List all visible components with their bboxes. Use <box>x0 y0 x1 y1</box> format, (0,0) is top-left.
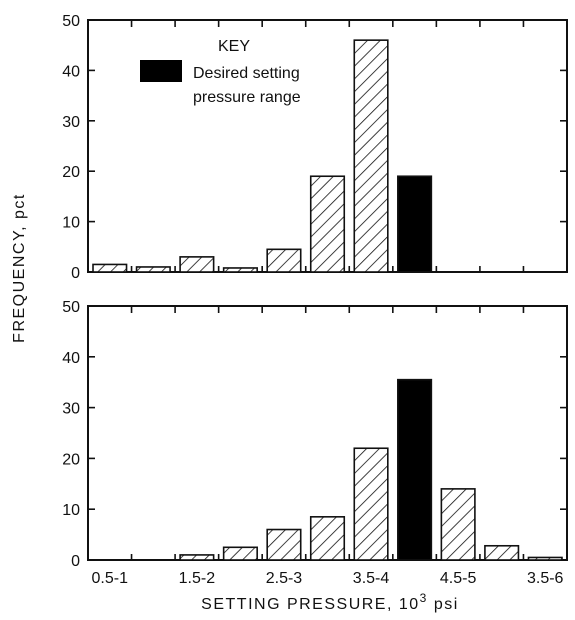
y-tick-label: 20 <box>62 451 80 468</box>
legend: KEY Desired setting pressure range <box>140 38 301 106</box>
bar <box>179 256 215 273</box>
x-axis-title-unit: psi <box>434 596 459 613</box>
y-tick-label: 0 <box>71 553 80 570</box>
x-tick-label: 4.5-5 <box>440 570 477 587</box>
bar <box>440 488 476 561</box>
bar <box>527 556 563 561</box>
x-tick-label: 0.5-1 <box>92 570 129 587</box>
bottom-panel: 0 10 20 30 40 50 <box>62 299 568 570</box>
bar <box>222 546 258 561</box>
x-tick-labels: 0.5-1 1.5-2 2.5-3 3.5-4 4.5-5 3.5-6 <box>92 570 564 587</box>
bar <box>135 266 171 273</box>
x-axis-title-sup: 3 <box>420 591 428 605</box>
x-axis-title: SETTING PRESSURE, 103 psi <box>201 591 459 613</box>
bar <box>484 544 520 561</box>
x-tick-label: 1.5-2 <box>179 570 216 587</box>
bar-desired-range <box>397 175 433 273</box>
x-tick-label: 3.5-6 <box>527 570 564 587</box>
y-tick-label: 40 <box>62 350 80 367</box>
bar <box>353 447 389 561</box>
legend-swatch-desired <box>140 60 182 82</box>
x-tick-label: 3.5-4 <box>353 570 390 587</box>
bar <box>92 263 128 273</box>
bar <box>266 528 302 561</box>
bar <box>309 516 346 561</box>
y-axis-title: FREQUENCY, pct <box>11 193 28 343</box>
bar <box>309 175 346 273</box>
y-tick-label: 10 <box>62 502 80 519</box>
bar <box>266 248 302 273</box>
top-panel: 0 10 20 30 40 50 <box>62 13 568 282</box>
x-axis-title-main: SETTING PRESSURE, 10 <box>201 596 420 613</box>
y-tick-label: 0 <box>71 265 80 282</box>
bar-desired-range <box>397 378 433 561</box>
y-tick-label: 50 <box>62 13 80 30</box>
legend-title: KEY <box>218 38 250 55</box>
y-tick-label: 20 <box>62 164 80 181</box>
y-tick-label: 10 <box>62 215 80 232</box>
x-tick-label: 2.5-3 <box>266 570 303 587</box>
y-tick-label: 50 <box>62 299 80 316</box>
legend-label-line2: pressure range <box>193 89 301 106</box>
bar <box>353 39 389 273</box>
y-tick-label: 40 <box>62 63 80 80</box>
bar <box>222 267 258 273</box>
bar <box>179 554 215 561</box>
y-tick-label: 30 <box>62 401 80 418</box>
y-tick-label: 30 <box>62 114 80 131</box>
legend-label-line1: Desired setting <box>193 65 300 82</box>
